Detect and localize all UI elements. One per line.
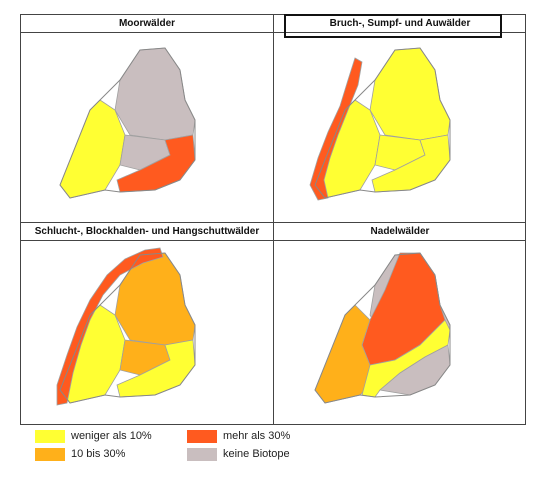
region-outline <box>314 252 451 404</box>
legend-swatch <box>187 448 217 461</box>
region-outline <box>314 47 451 199</box>
panel-title-schlucht-blockhalden: Schlucht-, Blockhalden- und Hangschuttwä… <box>21 223 273 241</box>
legend-swatch <box>35 430 65 443</box>
legend-swatch <box>35 448 65 461</box>
map-schlucht-blockhalden <box>56 247 196 406</box>
region-east <box>361 319 451 398</box>
legend-swatch <box>187 430 217 443</box>
legend-label: mehr als 30% <box>223 430 291 442</box>
legend-label: keine Biotope <box>223 448 290 460</box>
map-moorwaelder <box>59 47 196 199</box>
region-north <box>114 47 196 141</box>
region-north <box>369 47 451 141</box>
title-highlight-box <box>284 14 502 38</box>
map-nadelwaelder <box>314 252 451 404</box>
map-grid: Moorwälder Bruch-, Sumpf- und Auwälder S… <box>20 14 526 425</box>
region-outline <box>59 252 196 404</box>
region-outline <box>59 47 196 199</box>
region-rhine <box>56 247 164 406</box>
region-west <box>59 99 126 199</box>
legend-label: 10 bis 30% <box>71 448 126 460</box>
divider-vertical <box>273 15 274 424</box>
panel-title-bruch-sumpf-auwaelder: Bruch-, Sumpf- und Auwälder <box>274 15 526 33</box>
legend-label: weniger als 10% <box>71 430 152 442</box>
divider-horizontal <box>21 222 525 223</box>
map-bruch-sumpf-auwaelder <box>309 47 451 201</box>
legend: weniger als 10% mehr als 30% 10 bis 30% … <box>35 428 335 468</box>
panel-title-nadelwaelder: Nadelwälder <box>274 223 526 241</box>
panel-title-moorwaelder: Moorwälder <box>21 15 273 33</box>
